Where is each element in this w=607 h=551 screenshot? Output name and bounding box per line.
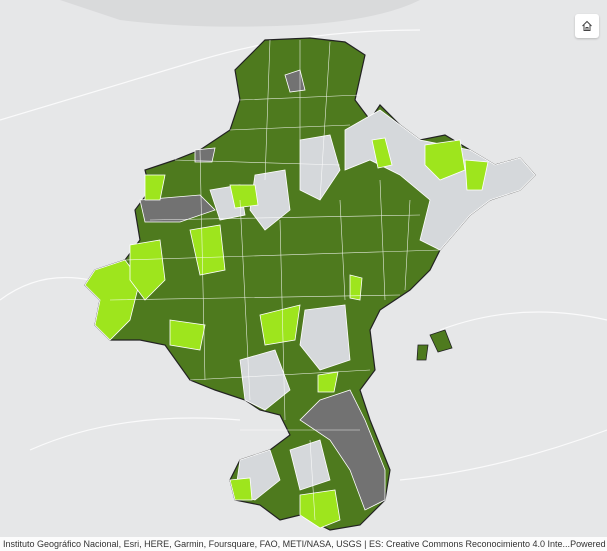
municipality-light-grey <box>299 134 341 201</box>
powered-by-esri[interactable]: Powered by Esri <box>570 539 607 549</box>
municipality-light-grey <box>299 304 351 371</box>
municipality-light-green <box>189 224 226 276</box>
municipality-light-green <box>144 174 166 201</box>
municipality-light-green <box>229 477 253 501</box>
municipality-light-grey <box>239 349 291 411</box>
municipality-light-green <box>464 159 489 191</box>
municipality-dark-green-exclave <box>416 329 453 361</box>
municipality-light-green <box>299 489 341 529</box>
home-button[interactable] <box>575 14 599 38</box>
home-icon <box>582 20 592 31</box>
attribution-bar: Instituto Geográfico Nacional, Esri, HER… <box>0 537 607 551</box>
municipality-light-green <box>259 304 301 346</box>
municipality-light-green <box>317 371 339 393</box>
basemap-water <box>60 0 420 27</box>
municipality-light-green <box>169 319 206 351</box>
municipality-boundaries <box>109 39 441 521</box>
municipality-light-green <box>349 274 363 301</box>
municipality-dark-grey <box>194 147 216 163</box>
municipality-light-green <box>371 137 393 169</box>
municipality-dark-grey <box>139 194 216 223</box>
municipality-light-green <box>424 139 466 181</box>
basemap-roads <box>0 29 607 481</box>
municipality-light-green <box>229 184 259 209</box>
municipality-light-green <box>129 239 166 301</box>
attribution-text[interactable]: Instituto Geográfico Nacional, Esri, HER… <box>3 539 571 549</box>
